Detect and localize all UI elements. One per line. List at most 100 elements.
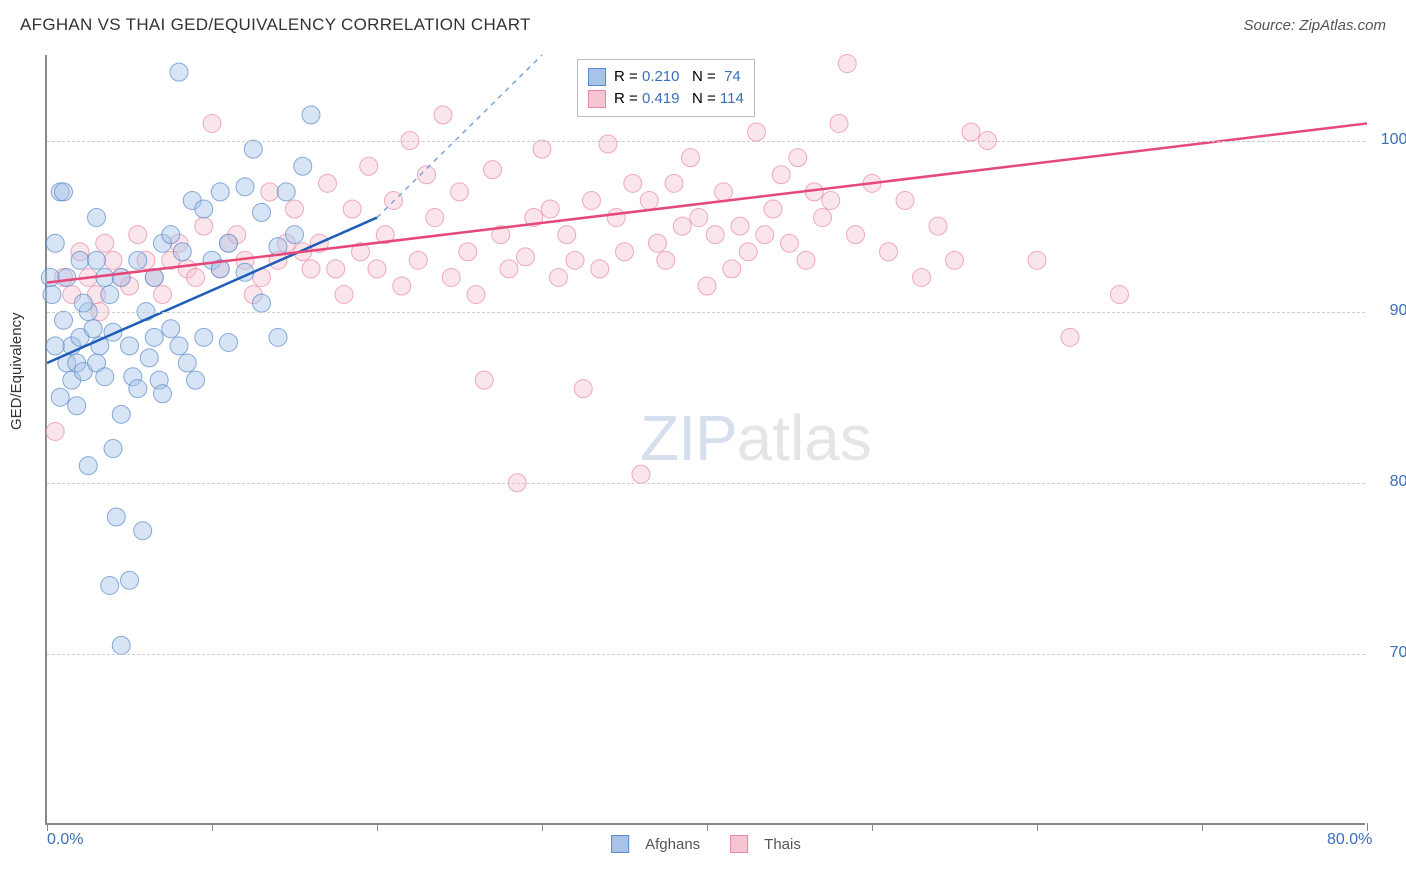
x-tick xyxy=(212,823,213,831)
data-point xyxy=(170,337,188,355)
data-point xyxy=(616,243,634,261)
data-point xyxy=(187,371,205,389)
legend-item-afghans: Afghans xyxy=(611,835,700,853)
x-tick xyxy=(872,823,873,831)
data-point xyxy=(467,286,485,304)
chart-header: AFGHAN VS THAI GED/EQUIVALENCY CORRELATI… xyxy=(0,0,1406,40)
data-point xyxy=(607,209,625,227)
data-point xyxy=(51,388,69,406)
data-point xyxy=(294,157,312,175)
data-point xyxy=(946,251,964,269)
data-point xyxy=(220,234,238,252)
data-point xyxy=(96,368,114,386)
data-point xyxy=(640,191,658,209)
data-point xyxy=(195,328,213,346)
data-point xyxy=(173,243,191,261)
data-point xyxy=(140,349,158,367)
data-point xyxy=(286,200,304,218)
plot-area: ZIPatlas R = 0.210 N = 74 R = 0.419 N = … xyxy=(45,55,1365,825)
data-point xyxy=(343,200,361,218)
data-point xyxy=(84,320,102,338)
data-point xyxy=(698,277,716,295)
data-point xyxy=(624,174,642,192)
data-point xyxy=(195,217,213,235)
data-point xyxy=(665,174,683,192)
data-point xyxy=(101,286,119,304)
data-point xyxy=(162,320,180,338)
legend-swatch-pink-icon xyxy=(730,835,748,853)
data-point xyxy=(112,636,130,654)
data-point xyxy=(475,371,493,389)
data-point xyxy=(673,217,691,235)
data-point xyxy=(43,286,61,304)
data-point xyxy=(715,183,733,201)
data-point xyxy=(286,226,304,244)
data-point xyxy=(1028,251,1046,269)
data-point xyxy=(88,251,106,269)
data-point xyxy=(451,183,469,201)
data-point xyxy=(129,226,147,244)
data-point xyxy=(58,268,76,286)
data-point xyxy=(632,465,650,483)
data-point xyxy=(880,243,898,261)
data-point xyxy=(244,140,262,158)
data-point xyxy=(360,157,378,175)
data-point xyxy=(104,251,122,269)
stats-row-thais: R = 0.419 N = 114 xyxy=(588,88,744,110)
data-point xyxy=(426,209,444,227)
data-point xyxy=(789,149,807,167)
data-point xyxy=(822,191,840,209)
data-point xyxy=(112,268,130,286)
data-point xyxy=(211,183,229,201)
data-point xyxy=(929,217,947,235)
data-point xyxy=(55,183,73,201)
x-tick xyxy=(1367,823,1368,831)
data-point xyxy=(838,55,856,73)
data-point xyxy=(830,114,848,132)
chart-svg xyxy=(47,55,1365,823)
data-point xyxy=(121,571,139,589)
data-point xyxy=(269,328,287,346)
data-point xyxy=(203,114,221,132)
data-point xyxy=(41,268,59,286)
y-tick-label: 70.0% xyxy=(1390,644,1406,662)
data-point xyxy=(797,251,815,269)
data-point xyxy=(566,251,584,269)
gridline xyxy=(47,141,1365,142)
data-point xyxy=(46,234,64,252)
legend-swatch-pink xyxy=(588,90,606,108)
stats-row-afghans: R = 0.210 N = 74 xyxy=(588,66,744,88)
chart-source: Source: ZipAtlas.com xyxy=(1243,17,1386,34)
x-tick-label: 80.0% xyxy=(1327,831,1372,849)
y-tick-label: 100.0% xyxy=(1381,131,1406,149)
data-point xyxy=(591,260,609,278)
data-point xyxy=(46,337,64,355)
data-point xyxy=(368,260,386,278)
y-axis-label: GED/Equivalency xyxy=(8,312,25,430)
data-point xyxy=(79,457,97,475)
data-point xyxy=(195,200,213,218)
data-point xyxy=(657,251,675,269)
bottom-legend: Afghans Thais xyxy=(611,835,801,853)
data-point xyxy=(178,354,196,372)
data-point xyxy=(68,397,86,415)
data-point xyxy=(134,522,152,540)
data-point xyxy=(764,200,782,218)
x-tick xyxy=(1202,823,1203,831)
data-point xyxy=(541,200,559,218)
data-point xyxy=(121,337,139,355)
legend-swatch-blue-icon xyxy=(611,835,629,853)
data-point xyxy=(253,203,271,221)
data-point xyxy=(1061,328,1079,346)
data-point xyxy=(962,123,980,141)
data-point xyxy=(170,63,188,81)
data-point xyxy=(533,140,551,158)
data-point xyxy=(847,226,865,244)
data-point xyxy=(442,268,460,286)
data-point xyxy=(154,286,172,304)
y-tick-label: 80.0% xyxy=(1390,473,1406,491)
data-point xyxy=(756,226,774,244)
data-point xyxy=(335,286,353,304)
data-point xyxy=(484,161,502,179)
data-point xyxy=(896,191,914,209)
